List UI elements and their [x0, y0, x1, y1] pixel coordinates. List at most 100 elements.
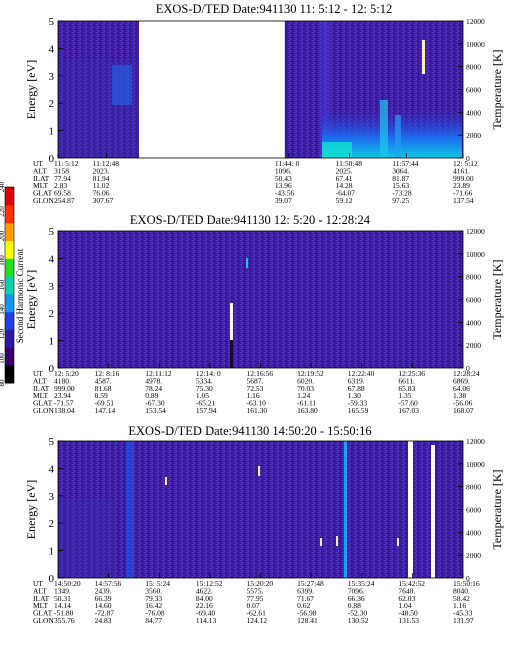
colorbar-cell [5, 222, 14, 241]
orbit-row-label: UT [33, 159, 43, 168]
orbit-value: 3560. [145, 586, 162, 595]
orbit-value: 0.88 [348, 601, 361, 610]
colorbar-tick-label: 140 [0, 304, 6, 315]
orbit-value: 0.89 [145, 391, 158, 400]
energy-tick-label: 0 [49, 153, 55, 165]
orbit-value: 22.16 [196, 601, 213, 610]
temperature-tick-label: 12000 [466, 17, 485, 26]
orbit-value: 84.77 [145, 616, 162, 625]
panel-1-enhancement [112, 65, 132, 105]
energy-tick-label: 2 [49, 98, 55, 110]
time-tick-label: 15:12:52 [196, 579, 223, 588]
temperature-tick-label: 12000 [466, 437, 485, 446]
orbit-row-label: MLT [33, 391, 49, 400]
orbit-value: 5687. [247, 376, 264, 385]
orbit-value: 137.54 [453, 196, 474, 205]
colorbar-tick-label: 180 [0, 255, 6, 266]
orbit-value: 4622. [196, 586, 213, 595]
orbit-value: 138.04 [54, 406, 75, 415]
orbit-value: 355.76 [54, 616, 75, 625]
orbit-value: -73.28 [392, 189, 412, 198]
panel-3-spectrogram [58, 441, 463, 578]
panel-1-data-gap [139, 21, 285, 158]
orbit-value: 97.25 [392, 196, 409, 205]
energy-tick-label: 5 [49, 436, 55, 448]
orbit-row-label: GLON [33, 196, 54, 205]
time-tick-label: 11:12:48 [93, 159, 120, 168]
time-tick-label: 12:14: 0 [196, 369, 221, 378]
orbit-value: -65.21 [196, 399, 216, 408]
colorbar-tick-label: 200 [0, 230, 6, 241]
time-tick-label: 14:50:20 [54, 579, 81, 588]
orbit-value: 66.36 [348, 594, 365, 603]
orbit-value: 1.38 [453, 391, 466, 400]
orbit-row-label: GLAT [33, 399, 53, 408]
orbit-row-label: GLAT [33, 189, 53, 198]
orbit-value: -69.40 [196, 609, 216, 618]
panel-3-line [344, 441, 347, 578]
orbit-value: 77.94 [54, 174, 71, 183]
orbit-value: 81.68 [95, 384, 112, 393]
colorbar-tick-label: 220 [0, 206, 6, 217]
orbit-value: 50.31 [54, 594, 71, 603]
colorbar-tick-label: 240 [0, 181, 6, 192]
orbit-row-label: UT [33, 579, 43, 588]
orbit-value: -43.56 [275, 189, 295, 198]
orbit-value: 78.24 [145, 384, 162, 393]
orbit-value: 23.94 [54, 391, 71, 400]
energy-axis-label: Energy [eV] [24, 60, 38, 119]
panel-1-plot [57, 20, 464, 159]
colorbar-cell [5, 311, 14, 331]
orbit-row-label: GLON [33, 406, 54, 415]
orbit-value: 128.41 [297, 616, 318, 625]
orbit-row-label: GLAT [33, 609, 53, 618]
orbit-value: 24.83 [95, 616, 112, 625]
orbit-value: -72.87 [95, 609, 115, 618]
orbit-value: 4978. [145, 376, 162, 385]
time-tick-label: 14:57:56 [95, 579, 122, 588]
orbit-row-label: GLON [33, 616, 54, 625]
orbit-value: 14.60 [95, 601, 112, 610]
energy-axis-label: Energy [eV] [24, 480, 38, 539]
orbit-value: 3064. [392, 166, 409, 175]
energy-tick-label: 1 [49, 126, 55, 138]
orbit-value: 59.12 [336, 196, 353, 205]
orbit-value: 1.35 [398, 391, 411, 400]
orbit-value: 13.96 [275, 181, 292, 190]
orbit-value: 131.97 [453, 616, 474, 625]
orbit-value: 4161. [453, 166, 470, 175]
energy-tick-label: 3 [49, 71, 55, 83]
orbit-value: 14.28 [336, 181, 353, 190]
orbit-value: -51.80 [54, 609, 74, 618]
energy-tick-label: 0 [49, 363, 55, 375]
colorbar-tick-label: 160 [0, 279, 6, 290]
time-tick-label: 12:16:56 [247, 369, 274, 378]
orbit-value: 69.58 [54, 189, 71, 198]
orbit-value: 147.14 [95, 406, 116, 415]
panel-3-axes: 0 1 2 3 4 5 Energy [eV] 0 2000 4000 6000 8000 10000 1… [24, 436, 504, 625]
orbit-value: -61.11 [297, 399, 316, 408]
orbit-value: -62.61 [247, 609, 267, 618]
orbit-value: 7640. [398, 586, 415, 595]
orbit-row-label: ILAT [33, 174, 50, 183]
temperature-tick-label: 2000 [466, 131, 481, 140]
orbit-value: 15.63 [392, 181, 409, 190]
panel-3-plot [57, 440, 464, 579]
orbit-row-label: ILAT [33, 594, 50, 603]
orbit-value: 2.83 [54, 181, 67, 190]
orbit-value: 14.14 [54, 601, 71, 610]
energy-tick-label: 4 [49, 253, 55, 265]
time-tick-label: 12: 8:16 [95, 369, 120, 378]
temperature-tick-label: 6000 [466, 506, 481, 515]
orbit-value: 0.07 [247, 601, 260, 610]
orbit-value: 153.54 [145, 406, 166, 415]
orbit-value: 8040. [453, 586, 470, 595]
temperature-tick-label: 4000 [466, 318, 481, 327]
time-tick-label: 15: 5:24 [145, 579, 170, 588]
energy-tick-label: 4 [49, 463, 55, 475]
colorbar-cell [5, 276, 14, 295]
temperature-tick-label: 6000 [466, 296, 481, 305]
panel-2-spectrogram [58, 231, 463, 368]
